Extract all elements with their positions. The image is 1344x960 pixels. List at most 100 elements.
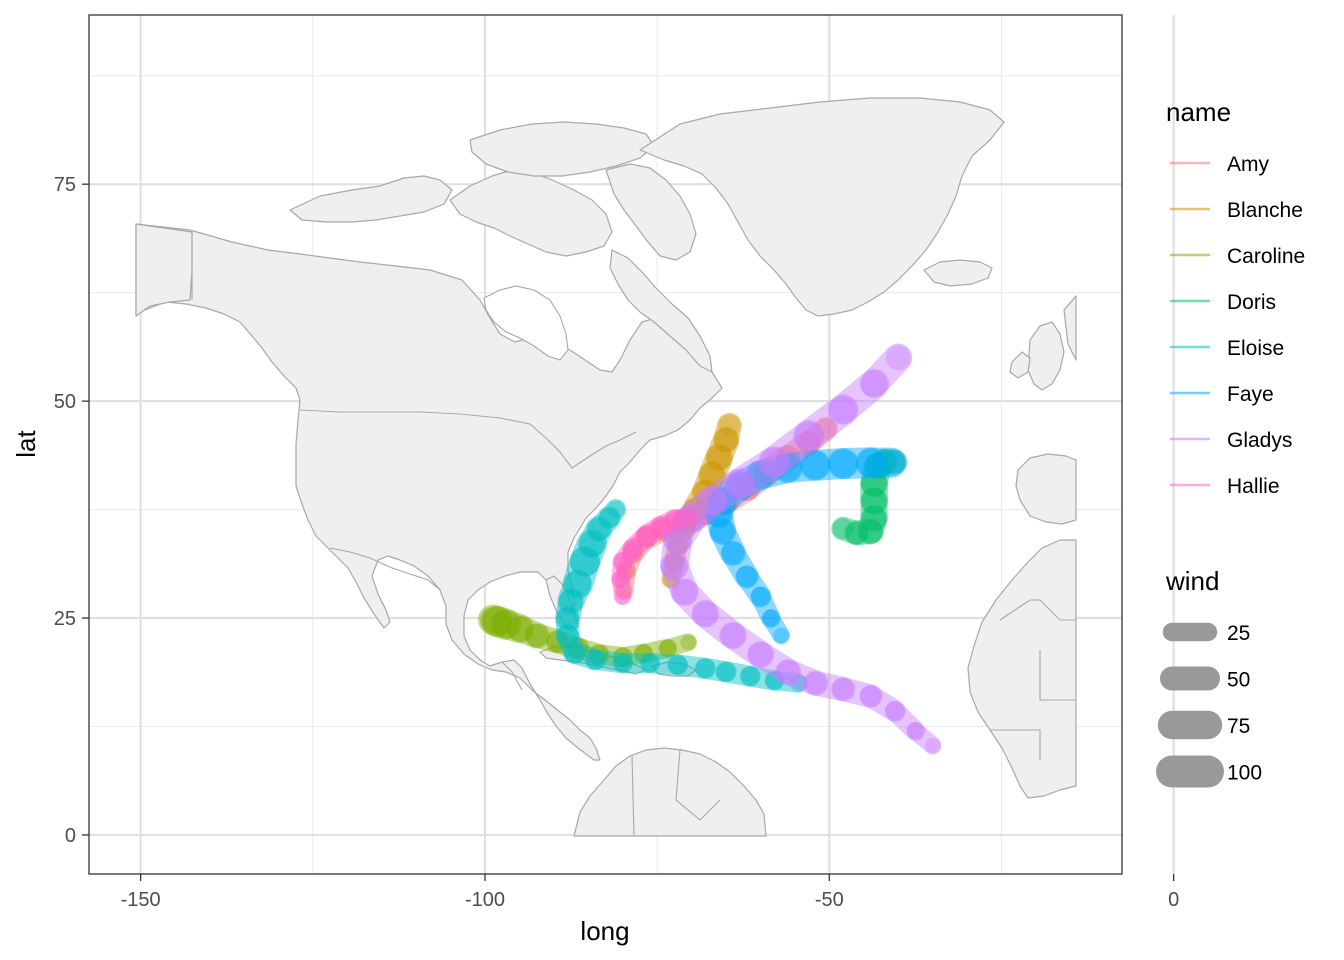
track-point: [589, 644, 609, 665]
track-point: [665, 552, 684, 571]
track-point: [924, 737, 941, 754]
track-point: [664, 510, 684, 530]
track-segment: [754, 444, 801, 486]
track-point: [801, 451, 830, 480]
track-point: [765, 671, 784, 690]
track-segment: [622, 524, 658, 560]
border-canada-us: [299, 409, 637, 469]
track-segment: [557, 569, 592, 615]
track-segment: [481, 605, 522, 640]
land-cuba: [539, 645, 647, 675]
track-segment: [660, 551, 699, 606]
y-tick-label: 25: [54, 608, 76, 630]
track-point: [673, 509, 697, 533]
track-segment: [827, 447, 887, 480]
track-segment: [745, 453, 803, 490]
track-point: [636, 527, 657, 548]
track-point: [885, 701, 905, 721]
border-us-mexico: [329, 547, 441, 591]
track-point: [613, 648, 632, 667]
track-segment: [612, 538, 644, 572]
track-point: [693, 500, 718, 524]
track-segment: [758, 420, 825, 478]
track-segment: [588, 644, 633, 668]
track-segment: [691, 599, 747, 650]
track-segment: [569, 529, 607, 577]
track-segment: [491, 609, 534, 644]
wind-legend-item: 25: [1162, 622, 1250, 645]
track-point: [726, 472, 754, 500]
track-point: [789, 674, 807, 692]
track-point: [797, 431, 820, 454]
legend-label: Gladys: [1227, 429, 1292, 452]
wind-legend-item: 100: [1156, 755, 1262, 788]
x-tick-label: -150: [121, 889, 161, 911]
track-segment: [506, 615, 550, 649]
track-segment: [831, 677, 883, 708]
track-segment: [715, 661, 761, 687]
track-segment: [761, 609, 791, 645]
track-segment: [764, 670, 808, 693]
x-tick-label: 0: [1168, 889, 1179, 911]
track-point: [668, 534, 688, 554]
track-segment: [775, 659, 829, 696]
track-segment: [524, 623, 570, 654]
track-point: [585, 650, 605, 670]
track-point: [699, 462, 725, 488]
track-point: [578, 531, 605, 558]
track-segment: [828, 368, 890, 425]
track-point: [623, 539, 643, 559]
track-gladys: [659, 343, 942, 755]
track-segment: [612, 643, 654, 667]
track-segment: [578, 516, 612, 558]
track-blanche: [661, 412, 742, 589]
track-point: [636, 525, 657, 546]
track-point: [861, 506, 887, 531]
track-point: [804, 671, 827, 695]
wind-legend-title: wind: [1165, 566, 1219, 596]
track-segment: [611, 552, 633, 589]
border-south-america: [631, 749, 721, 837]
legend-label: Eloise: [1227, 337, 1284, 360]
track-point: [845, 522, 868, 544]
track-segment: [724, 446, 790, 500]
legend-item-hallie: Hallie: [1170, 475, 1280, 498]
track-segment: [664, 534, 689, 572]
track-segment: [640, 652, 689, 676]
track-segment: [659, 525, 693, 581]
track-point: [860, 370, 888, 398]
track-point: [623, 543, 643, 563]
track-segment: [697, 468, 755, 517]
track-segment: [796, 417, 838, 455]
track-segment: [676, 485, 728, 534]
track-point: [614, 588, 631, 605]
track-point: [664, 526, 692, 554]
track-segment: [712, 474, 761, 515]
track-point: [653, 519, 675, 541]
track-segment: [664, 508, 699, 531]
track-segment: [615, 542, 644, 581]
track-point: [832, 678, 855, 701]
track-doris: [831, 448, 908, 546]
track-segment: [671, 499, 719, 534]
track-segment: [562, 546, 601, 599]
land-iceland: [923, 259, 993, 287]
track-point: [776, 660, 800, 684]
y-axis-title: lat: [11, 429, 41, 457]
track-point: [748, 642, 773, 667]
wind-legend-label: 25: [1227, 622, 1250, 645]
wind-legend-item: 75: [1157, 710, 1250, 740]
track-segment: [691, 461, 726, 506]
track-point: [587, 518, 610, 541]
track-point: [725, 469, 754, 498]
track-point: [662, 570, 680, 588]
wind-legend: wind 25 50 75 100: [1156, 566, 1262, 788]
legend-item-doris: Doris: [1170, 291, 1276, 314]
track-point: [865, 454, 890, 479]
track-point: [567, 638, 588, 659]
track-point: [692, 601, 718, 627]
track-point: [557, 624, 579, 646]
track-point: [598, 508, 619, 529]
wind-legend-item: 50: [1159, 666, 1250, 692]
legend-label: Blanche: [1227, 199, 1303, 222]
